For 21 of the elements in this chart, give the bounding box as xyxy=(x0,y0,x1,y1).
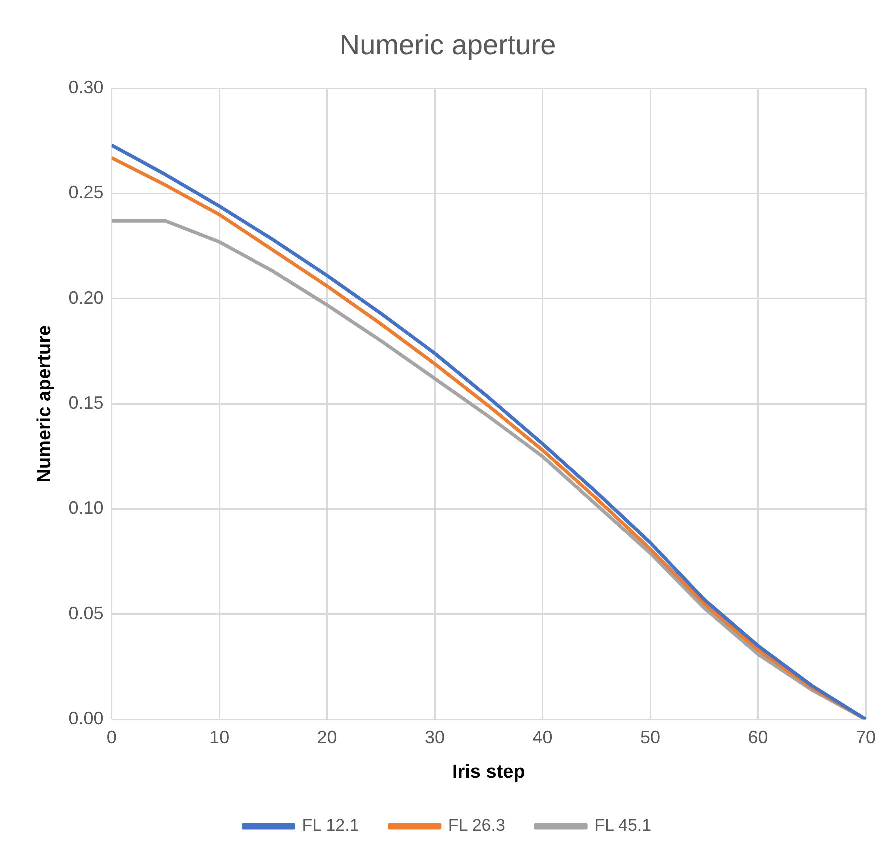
x-axis-title: Iris step xyxy=(452,762,526,783)
y-axis-title: Numeric aperture xyxy=(34,325,56,483)
y-tick-label: 0.25 xyxy=(68,182,104,203)
x-tick-label: 50 xyxy=(640,727,661,748)
x-tick-label: 60 xyxy=(748,727,768,748)
legend-label: FL 26.3 xyxy=(448,816,506,836)
x-tick-label: 0 xyxy=(106,727,117,748)
y-tick-label: 0.15 xyxy=(68,393,104,414)
y-tick-label: 0.00 xyxy=(68,708,104,729)
chart-title: Numeric aperture xyxy=(340,30,556,61)
legend-label: FL 45.1 xyxy=(594,816,652,836)
legend-label: FL 12.1 xyxy=(302,816,360,836)
x-tick-label: 40 xyxy=(532,727,553,748)
y-tick-label: 0.05 xyxy=(68,603,104,624)
x-tick-label: 70 xyxy=(856,727,876,748)
x-tick-label: 30 xyxy=(425,727,446,748)
y-tick-label: 0.30 xyxy=(68,78,104,98)
y-tick-label: 0.20 xyxy=(68,288,104,308)
y-tick-label: 0.10 xyxy=(68,498,104,518)
x-tick-label: 10 xyxy=(210,727,230,748)
x-tick-label: 20 xyxy=(317,727,338,748)
